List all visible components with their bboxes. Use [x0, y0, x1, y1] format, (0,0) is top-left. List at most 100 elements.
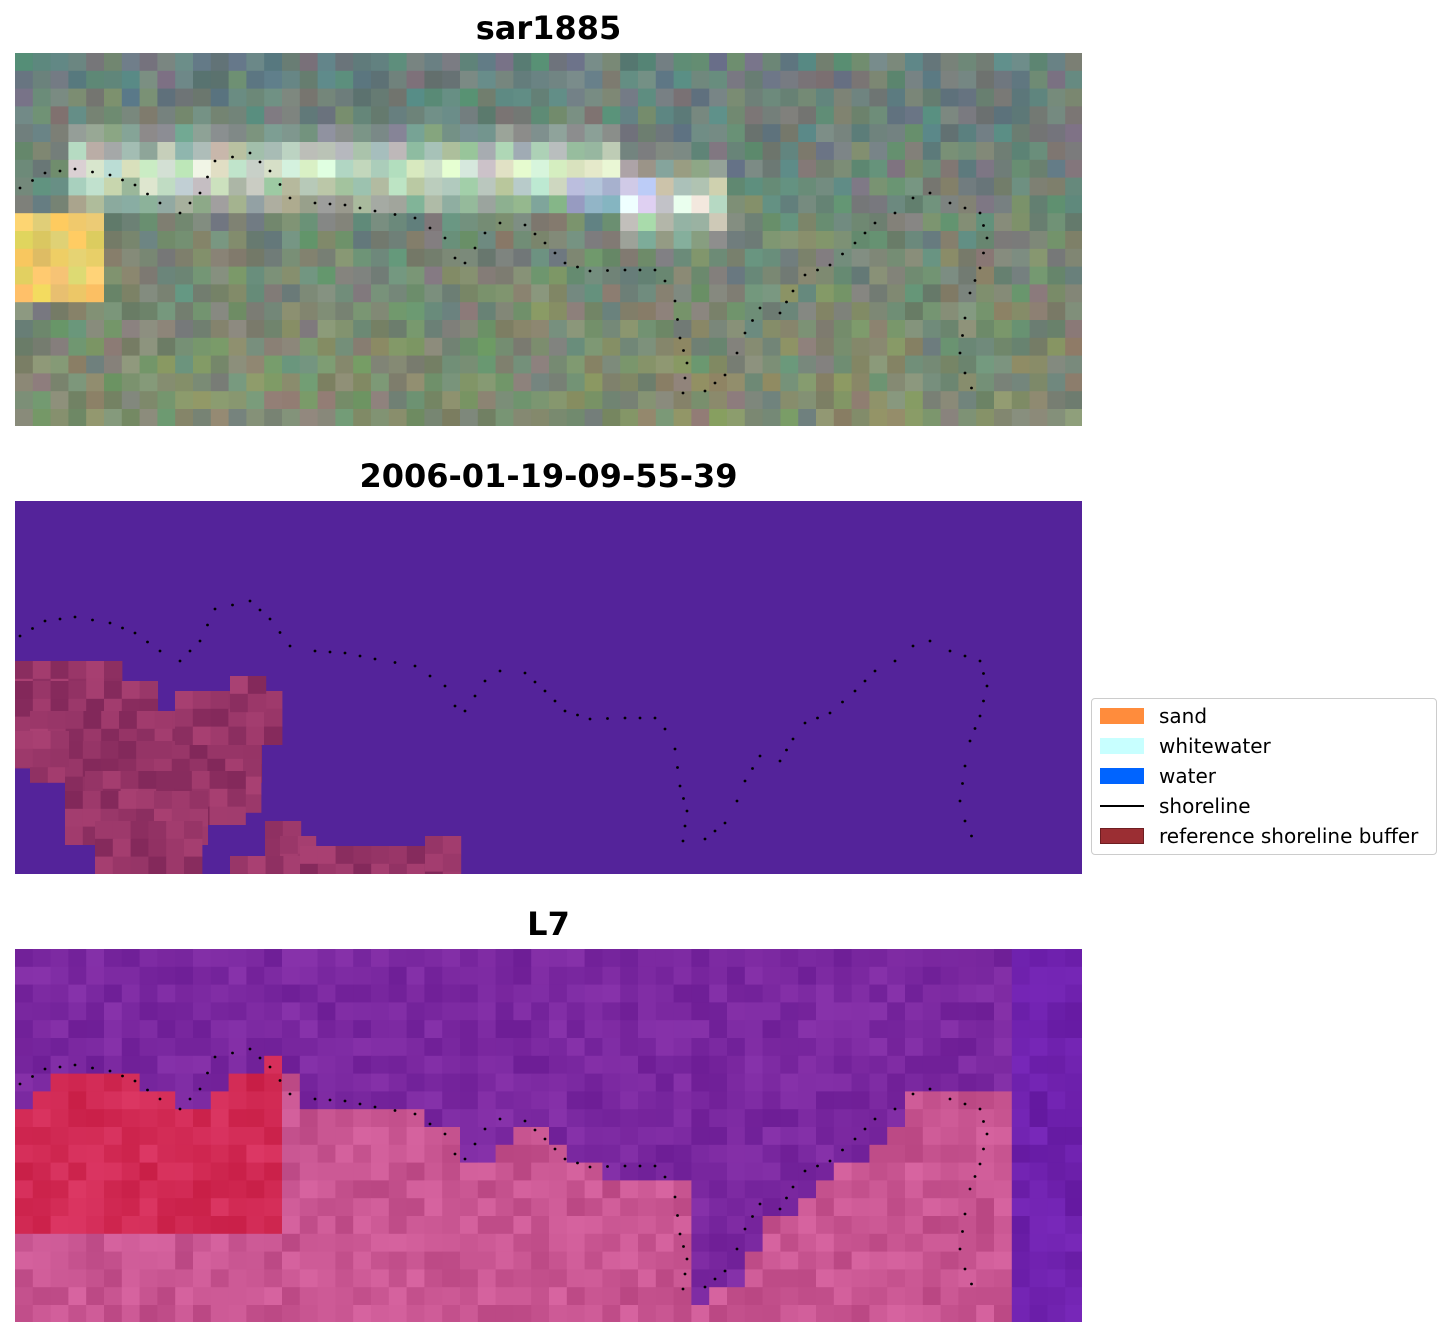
image-pixel: [851, 409, 870, 426]
image-pixel: [1047, 231, 1066, 250]
image-pixel: [1065, 320, 1082, 339]
image-pixel: [424, 213, 443, 232]
shoreline-point: [498, 221, 502, 225]
index-pixel: [780, 1038, 799, 1057]
index-pixel: [104, 966, 123, 986]
image-pixel: [15, 195, 34, 214]
index-pixel: [513, 1198, 532, 1217]
image-pixel: [495, 88, 514, 107]
index-pixel: [139, 1287, 158, 1306]
index-pixel: [994, 1233, 1013, 1253]
image-pixel: [460, 177, 479, 196]
buffer-pixel: [120, 771, 139, 790]
image-pixel: [887, 391, 906, 410]
index-pixel: [691, 1055, 710, 1075]
image-pixel: [851, 159, 870, 179]
index-pixel: [193, 1144, 212, 1164]
image-pixel: [175, 70, 194, 90]
image-pixel: [922, 355, 942, 374]
index-pixel: [531, 1002, 550, 1021]
index-pixel: [371, 1287, 390, 1306]
image-pixel: [1029, 337, 1048, 357]
shoreline-point: [978, 266, 982, 270]
shoreline-point: [58, 169, 62, 173]
image-pixel: [816, 195, 835, 214]
image-pixel: [264, 70, 283, 90]
index-pixel: [922, 966, 942, 986]
image-pixel: [175, 53, 194, 72]
index-pixel: [1065, 1287, 1082, 1306]
image-pixel: [104, 320, 123, 339]
image-pixel: [994, 213, 1013, 232]
image-pixel: [139, 355, 158, 374]
image-pixel: [442, 337, 461, 357]
image-pixel: [940, 409, 959, 426]
index-pixel: [922, 1109, 942, 1128]
image-pixel: [744, 88, 764, 107]
index-pixel: [317, 1091, 336, 1110]
image-pixel: [495, 355, 514, 374]
index-pixel: [32, 1287, 52, 1306]
index-pixel: [442, 1002, 461, 1021]
index-pixel: [50, 1216, 69, 1235]
image-pixel: [833, 337, 853, 357]
buffer-pixel: [246, 708, 265, 728]
index-pixel: [905, 1269, 924, 1288]
index-pixel: [388, 1109, 408, 1128]
index-pixel: [638, 1180, 657, 1199]
image-pixel: [121, 106, 141, 125]
image-pixel: [976, 124, 995, 143]
shoreline-point: [523, 671, 527, 675]
index-pixel: [175, 1216, 194, 1235]
index-pixel: [994, 1269, 1013, 1288]
image-pixel: [709, 124, 728, 143]
image-pixel: [566, 88, 586, 107]
index-pixel: [424, 949, 443, 968]
index-pixel: [905, 1305, 924, 1322]
image-pixel: [816, 70, 835, 90]
image-pixel: [86, 373, 105, 392]
index-pixel: [940, 1144, 959, 1164]
index-pixel: [584, 1180, 603, 1199]
image-pixel: [299, 337, 319, 357]
index-pixel: [388, 984, 408, 1003]
index-pixel: [353, 1073, 372, 1092]
image-pixel: [68, 142, 87, 161]
index-pixel: [691, 1269, 710, 1288]
shoreline-point: [723, 821, 727, 825]
index-pixel: [68, 1251, 87, 1270]
buffer-pixel: [189, 791, 208, 810]
buffer-pixel: [82, 741, 102, 760]
index-pixel: [442, 1073, 461, 1092]
image-pixel: [780, 195, 799, 214]
image-pixel: [388, 195, 408, 214]
image-pixel: [477, 213, 497, 232]
image-pixel: [851, 320, 870, 339]
buffer-pixel: [15, 748, 34, 768]
index-pixel: [246, 1180, 265, 1199]
image-pixel: [1065, 337, 1082, 357]
index-pixel: [371, 1251, 390, 1270]
index-pixel: [424, 1233, 443, 1253]
image-pixel: [780, 266, 799, 285]
image-pixel: [335, 373, 354, 392]
index-pixel: [691, 1002, 710, 1021]
shoreline-point: [523, 223, 527, 227]
index-pixel: [32, 1233, 52, 1253]
index-pixel: [851, 1127, 870, 1146]
index-pixel: [193, 1109, 212, 1128]
image-pixel: [104, 302, 123, 321]
image-pixel: [264, 53, 283, 72]
buffer-pixel: [265, 821, 284, 840]
index-pixel: [246, 1162, 265, 1181]
shoreline-point: [961, 1230, 964, 1233]
image-pixel: [1047, 409, 1066, 426]
index-pixel: [139, 984, 158, 1003]
image-pixel: [673, 88, 692, 107]
index-pixel: [104, 1216, 123, 1235]
index-pixel: [157, 1002, 176, 1021]
index-pixel: [816, 1287, 835, 1306]
index-pixel: [673, 1198, 692, 1217]
index-pixel: [620, 1144, 639, 1164]
image-pixel: [388, 355, 408, 374]
